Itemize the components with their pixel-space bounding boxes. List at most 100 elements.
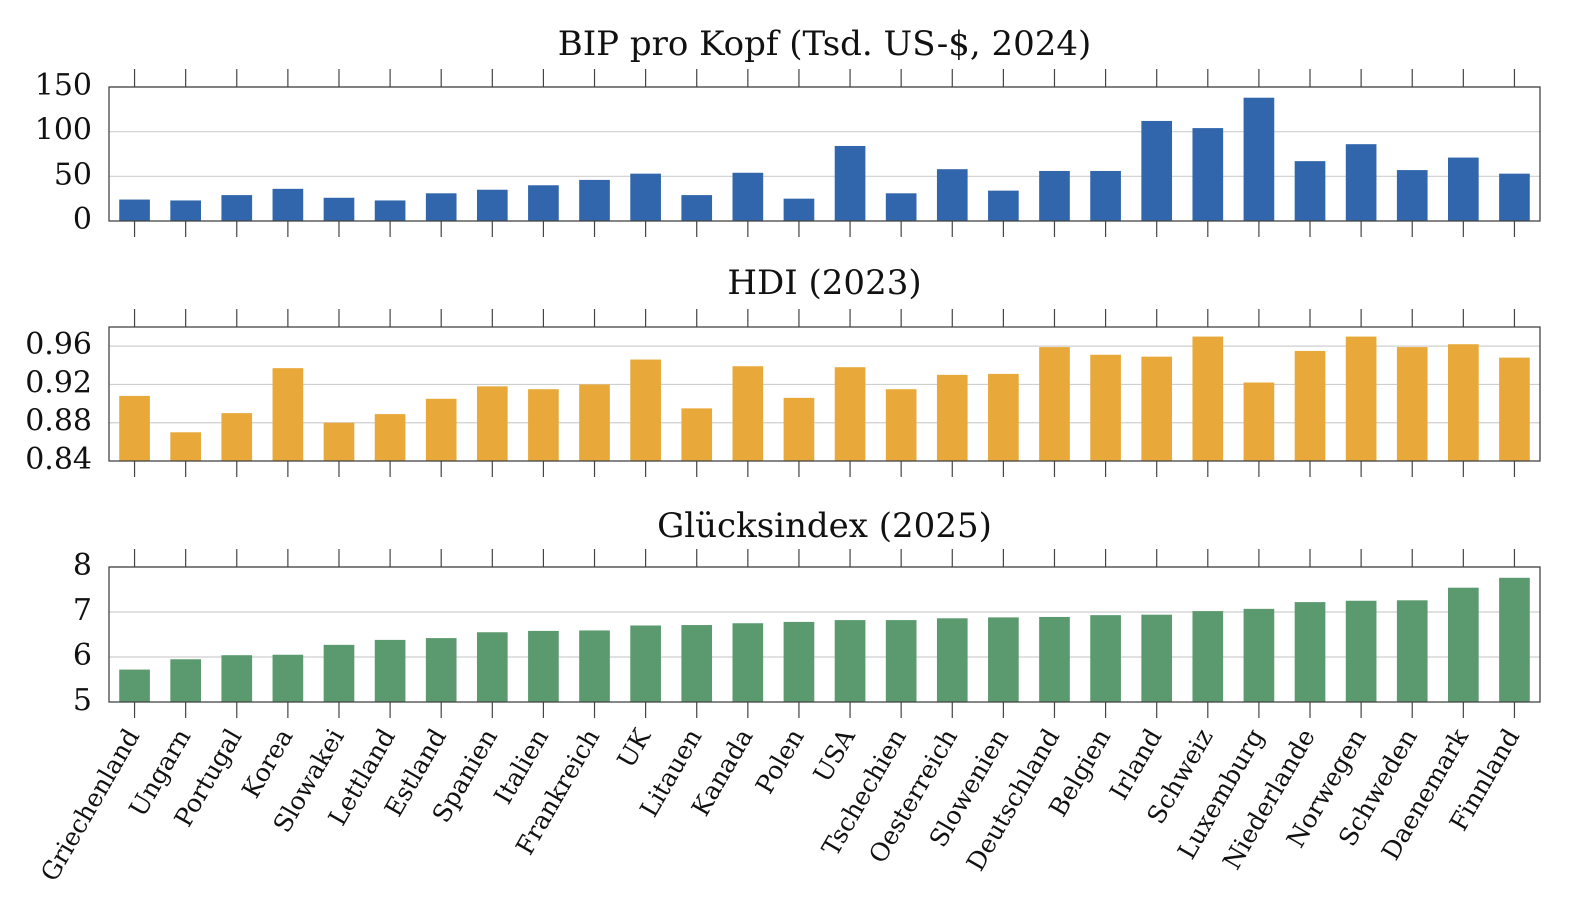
bar-slowenien [988,191,1019,221]
chart-title: HDI (2023) [727,263,921,303]
y-tick-label: 6 [73,638,92,673]
panel-2: HDI (2023) 0.840.88 0.920.96 [25,263,1540,477]
bar-uk [630,174,661,221]
bar-litauen [681,408,712,461]
bar-frankreich [579,384,610,461]
y-tick-label: 7 [73,593,92,628]
bar-italien [528,631,559,702]
bar-schweiz [1192,337,1223,461]
bar-usa [835,146,866,221]
bar-schweden [1397,600,1428,702]
bar-polen [784,398,815,461]
bar-luxemburg [1244,609,1275,702]
bar-deutschland [1039,171,1070,221]
bar-spanien [477,632,508,702]
bar-estland [426,399,457,461]
bar-ungarn [170,659,201,702]
bar-schweiz [1192,611,1223,702]
bar-slowakei [324,423,355,461]
bar-italien [528,185,559,221]
bar-belgien [1090,615,1121,702]
chart-title: BIP pro Kopf (Tsd. US-$, 2024) [558,24,1092,64]
y-tick-label: 100 [35,113,92,148]
category-label: Polen [750,724,810,799]
bar-slowakei [324,645,355,702]
bar-tschechien [886,389,917,461]
bar-uk [630,626,661,703]
bar-daenemark [1448,588,1479,702]
bar-deutschland [1039,617,1070,702]
bar-deutschland [1039,347,1070,461]
bar-lettland [375,414,406,461]
panel-3: Glücksindex (2025)5678GriechenlandUngarn… [35,506,1540,886]
bar-daenemark [1448,344,1479,461]
bar-korea [273,189,304,221]
bar-usa [835,620,866,702]
category-label: UK [611,723,657,773]
bar-frankreich [579,630,610,702]
y-tick-label: 0.84 [25,442,92,477]
bar-oesterreich [937,169,968,221]
bar-litauen [681,625,712,702]
bar-kanada [733,173,764,221]
bar-finnland [1499,174,1530,221]
bar-schweden [1397,170,1428,221]
chart-canvas: BIP pro Kopf (Tsd. US-$, 2024)050100150H… [0,0,1571,908]
bar-irland [1141,615,1172,702]
bar-kanada [733,366,764,461]
y-tick-label: 0 [73,202,92,237]
bar-slowakei [324,198,355,221]
bar-portugal [221,655,252,702]
bar-portugal [221,195,252,221]
bar-korea [273,655,304,702]
bar-litauen [681,195,712,221]
bar-tschechien [886,620,917,702]
bar-tschechien [886,193,917,221]
bar-slowenien [988,617,1019,702]
bar-griechenland [119,670,150,702]
bar-norwegen [1346,337,1377,461]
y-tick-label: 0.88 [25,404,92,439]
bar-irland [1141,121,1172,221]
bar-norwegen [1346,601,1377,702]
bar-polen [784,199,815,221]
category-label: USA [808,723,862,787]
bar-niederlande [1295,161,1326,221]
bar-finnland [1499,358,1530,461]
bar-griechenland [119,396,150,461]
bar-frankreich [579,180,610,221]
bar-oesterreich [937,375,968,461]
bar-daenemark [1448,158,1479,221]
bar-schweiz [1192,128,1223,221]
bar-lettland [375,200,406,221]
chart-figure: BIP pro Kopf (Tsd. US-$, 2024) 0 50 100 150 H… [0,0,1571,908]
bar-luxemburg [1244,383,1275,461]
bar-korea [273,368,304,461]
bar-norwegen [1346,144,1377,221]
bar-niederlande [1295,351,1326,461]
bar-belgien [1090,355,1121,461]
y-tick-label: 0.96 [25,327,92,362]
bar-portugal [221,413,252,461]
bar-italien [528,389,559,461]
bar-estland [426,193,457,221]
bar-ungarn [170,200,201,221]
bar-ungarn [170,432,201,461]
bar-griechenland [119,200,150,221]
y-tick-label: 8 [73,548,92,583]
y-tick-label: 5 [73,683,92,718]
y-tick-label: 0.92 [25,365,92,400]
bar-usa [835,367,866,461]
bar-polen [784,622,815,702]
y-tick-label: 150 [35,68,92,103]
chart-title: Glücksindex (2025) [657,506,992,546]
bar-finnland [1499,578,1530,702]
panel-1: BIP pro Kopf (Tsd. US-$, 2024) 0 50 100 150 [35,24,1540,237]
bar-uk [630,360,661,461]
bar-slowenien [988,374,1019,461]
bar-irland [1141,357,1172,461]
bar-oesterreich [937,618,968,702]
bar-spanien [477,190,508,221]
bar-spanien [477,386,508,461]
bar-niederlande [1295,602,1326,702]
